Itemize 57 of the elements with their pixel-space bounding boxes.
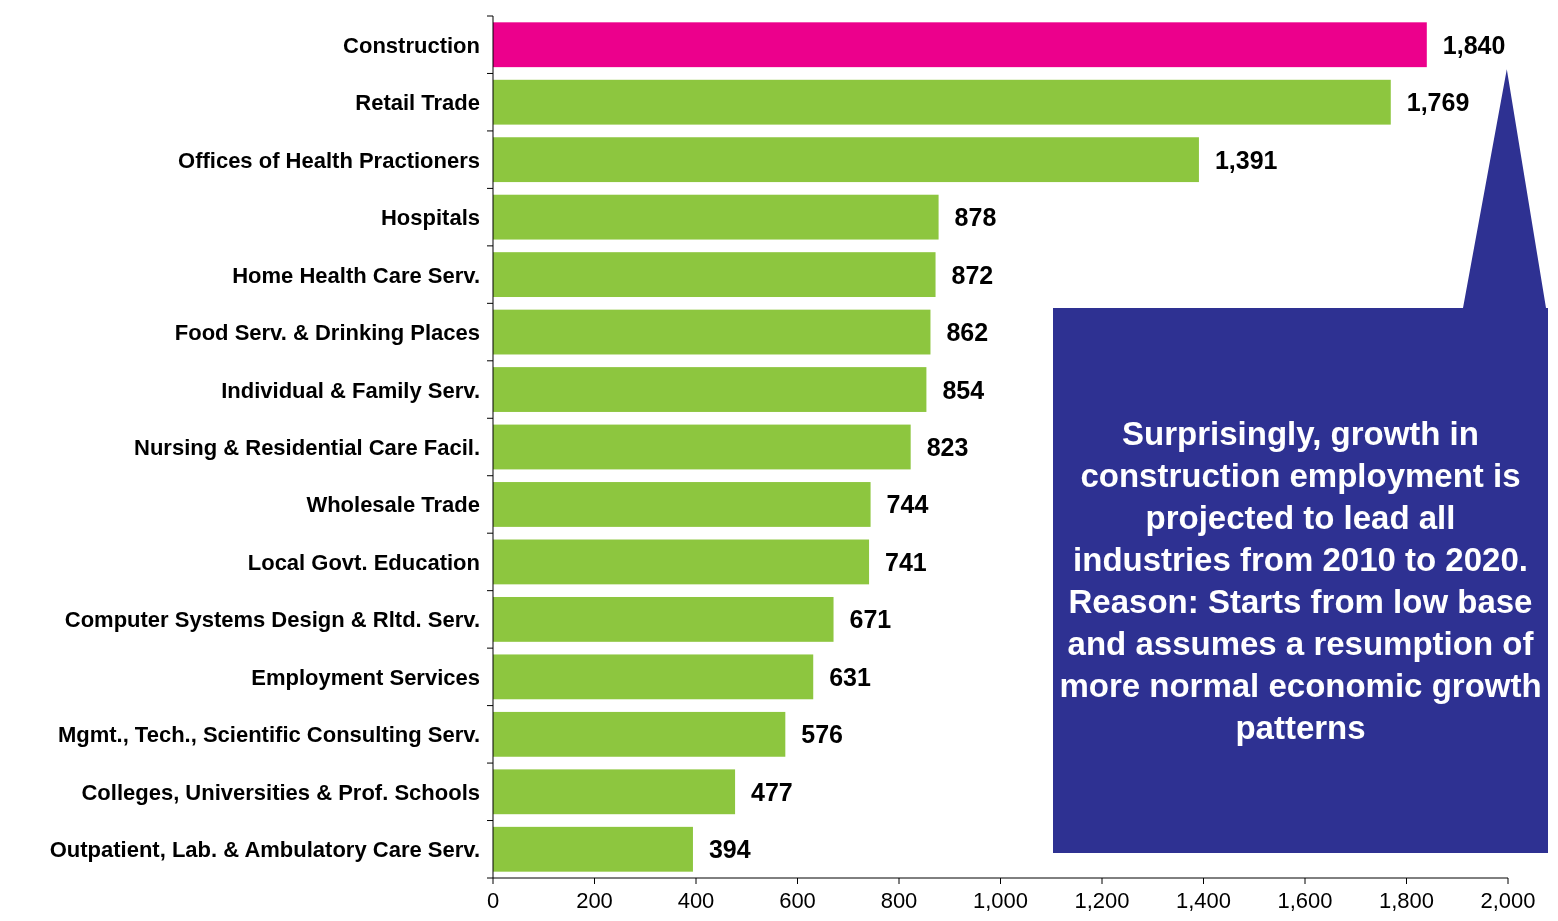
y-tick-label: Hospitals bbox=[380, 205, 480, 231]
data-label: 1,391 bbox=[1214, 145, 1278, 174]
data-label: 1,769 bbox=[1406, 88, 1470, 117]
x-tick-label: 1,400 bbox=[1175, 888, 1232, 913]
x-tick-label: 0 bbox=[486, 888, 500, 913]
y-tick-label: Local Govt. Education bbox=[247, 549, 480, 575]
y-tick-label: Offices of Health Practioners bbox=[178, 147, 480, 173]
bar bbox=[493, 596, 834, 642]
x-tick-label: 400 bbox=[677, 888, 715, 913]
bar bbox=[493, 769, 736, 815]
y-tick-label: Computer Systems Design & Rltd. Serv. bbox=[64, 607, 480, 633]
y-tick-label: Home Health Care Serv. bbox=[232, 262, 480, 288]
bar bbox=[493, 711, 786, 757]
x-tick-label: 1,000 bbox=[972, 888, 1029, 913]
x-tick-label: 800 bbox=[880, 888, 918, 913]
data-label: 872 bbox=[951, 260, 994, 289]
bar bbox=[493, 22, 1427, 68]
y-tick-label: Individual & Family Serv. bbox=[221, 377, 480, 403]
data-label: 1,840 bbox=[1442, 30, 1506, 59]
y-tick-label: Outpatient, Lab. & Ambulatory Care Serv. bbox=[49, 837, 480, 863]
bar bbox=[493, 539, 870, 585]
bar bbox=[493, 482, 871, 527]
y-tick-label: Mgmt., Tech., Scientific Consulting Serv. bbox=[57, 722, 480, 748]
annotation: Surprisingly, growth in construction employment is projected to lead all industries from 2010 to 2020. Reason: Starts from low base and assumes a resumption of more normal economic growth patterns bbox=[1059, 414, 1542, 746]
y-tick-label: Employment Services bbox=[251, 664, 480, 690]
data-label: 878 bbox=[954, 203, 997, 232]
x-tick-label: 2,000 bbox=[1480, 888, 1536, 913]
bar bbox=[493, 79, 1391, 125]
x-tick-label: 200 bbox=[576, 888, 613, 913]
data-label: 741 bbox=[885, 547, 927, 576]
data-label: 823 bbox=[926, 433, 969, 461]
data-label: 477 bbox=[751, 777, 793, 806]
bar bbox=[493, 252, 936, 298]
x-tick-label: 600 bbox=[779, 888, 816, 913]
data-label: 576 bbox=[801, 720, 844, 749]
bar bbox=[493, 309, 931, 355]
bar bbox=[493, 826, 693, 872]
data-label: 862 bbox=[946, 318, 989, 347]
y-tick-label: Nursing & Residential Care Facil. bbox=[134, 435, 480, 460]
bar bbox=[493, 654, 814, 700]
x-tick-label: 1,600 bbox=[1277, 888, 1333, 913]
bar bbox=[493, 367, 927, 412]
data-label: 744 bbox=[886, 490, 929, 519]
data-label: 631 bbox=[829, 662, 872, 691]
data-label: 854 bbox=[942, 375, 985, 404]
y-tick-label: Food Serv. & Drinking Places bbox=[174, 320, 480, 346]
data-label: 394 bbox=[708, 835, 751, 864]
data-label: 671 bbox=[849, 605, 892, 634]
y-tick-label: Wholesale Trade bbox=[306, 492, 480, 518]
y-tick-label: Colleges, Universities & Prof. Schools bbox=[81, 779, 480, 805]
bar bbox=[493, 137, 1199, 183]
x-tick-label: 1,200 bbox=[1074, 888, 1130, 913]
y-tick-label: Retail Trade bbox=[355, 90, 480, 116]
bar bbox=[493, 194, 939, 240]
bar bbox=[493, 424, 911, 470]
y-tick-label: Construction bbox=[343, 32, 480, 58]
x-tick-label: 1,800 bbox=[1378, 888, 1435, 913]
